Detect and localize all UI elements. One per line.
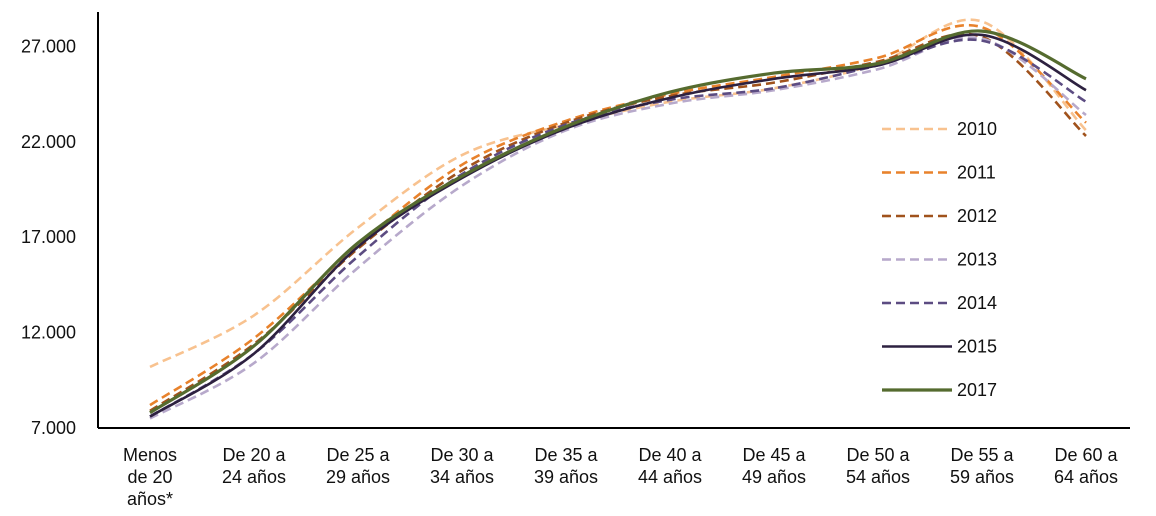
series-line-2012 (149, 32, 1087, 412)
x-axis-ticks: Menos de 20 años* De 20 a 24 años De 25 a 29 a… (123, 445, 1119, 509)
axes (97, 12, 1130, 429)
x-tick-label: De 40 a 44 años (638, 445, 703, 487)
x-tick-label: De 60 a 64 años (1054, 445, 1119, 487)
legend-label-2012: 2012 (957, 206, 997, 226)
series-line-2013 (149, 36, 1087, 420)
x-tick-label: De 20 a 24 años (222, 445, 287, 487)
y-axis-ticks: 7.000 12.000 17.000 22.000 27.000 (21, 36, 76, 438)
x-tick-label: Menos de 20 años* (123, 445, 177, 509)
legend-label-2011: 2011 (957, 163, 996, 183)
x-tick-label: De 55 a 59 años (950, 445, 1015, 487)
y-tick-label: 17.000 (21, 227, 76, 247)
y-tick-label: 12.000 (21, 323, 76, 343)
legend-label-2015: 2015 (957, 337, 997, 357)
series-line-2014 (149, 38, 1087, 418)
y-tick-label: 22.000 (21, 132, 76, 152)
legend: 2010 2011 2012 2013 2014 2015 2017 (882, 119, 997, 400)
series-line-2010 (149, 18, 1087, 369)
y-tick-label: 7.000 (31, 418, 76, 438)
x-tick-label: De 50 a 54 años (846, 445, 911, 487)
x-tick-label: De 35 a 39 años (534, 445, 599, 487)
series-lines (149, 18, 1087, 420)
series-line-2015 (149, 33, 1087, 418)
legend-label-2017: 2017 (957, 380, 997, 400)
x-tick-label: De 45 a 49 años (742, 445, 807, 487)
series-line-2011 (149, 24, 1087, 407)
series-line-2017 (149, 29, 1087, 415)
y-tick-label: 27.000 (21, 36, 76, 56)
legend-label-2014: 2014 (957, 293, 997, 313)
legend-label-2013: 2013 (957, 250, 997, 270)
x-tick-label: De 25 a 29 años (326, 445, 391, 487)
x-tick-label: De 30 a 34 años (430, 445, 495, 487)
legend-label-2010: 2010 (957, 119, 997, 139)
